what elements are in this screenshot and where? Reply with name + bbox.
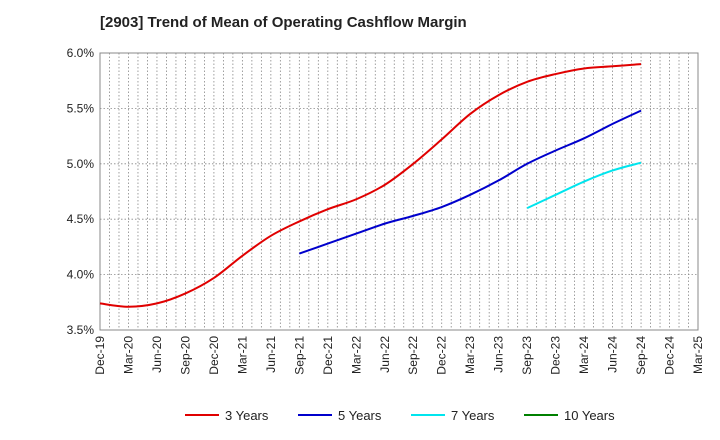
plot-border xyxy=(99,52,699,331)
x-tick-label: Dec-22 xyxy=(435,336,449,375)
x-tick-label: Mar-25 xyxy=(691,336,705,374)
grid xyxy=(99,52,699,331)
x-tick-label: Sep-22 xyxy=(406,336,420,375)
series-line-3-years xyxy=(99,63,642,308)
x-tick-label: Mar-23 xyxy=(463,336,477,374)
legend-label-7-years: 7 Years xyxy=(451,408,495,423)
x-tick-label: Dec-20 xyxy=(207,336,221,375)
x-tick-label: Dec-19 xyxy=(93,336,107,375)
x-tick-label: Jun-20 xyxy=(150,336,164,373)
legend: 3 Years 5 Years 7 Years 10 Years xyxy=(185,408,615,423)
y-tick-label: 6.0% xyxy=(67,46,95,60)
legend-label-5-years: 5 Years xyxy=(338,408,382,423)
legend-label-10-years: 10 Years xyxy=(564,408,615,423)
legend-label-3-years: 3 Years xyxy=(225,408,269,423)
chart-title: [2903] Trend of Mean of Operating Cashfl… xyxy=(100,14,467,31)
x-tick-label: Mar-20 xyxy=(121,336,135,374)
x-tick-label: Sep-24 xyxy=(634,336,648,375)
x-tick-label: Sep-21 xyxy=(292,336,306,375)
x-tick-label: Mar-21 xyxy=(235,336,249,374)
x-tick-label: Jun-21 xyxy=(264,336,278,373)
plot-frame xyxy=(99,52,699,331)
x-tick-label: Mar-22 xyxy=(349,336,363,374)
y-tick-label: 4.5% xyxy=(67,212,95,226)
series-layer xyxy=(99,63,642,308)
x-tick-label: Dec-21 xyxy=(321,336,335,375)
x-tick-label: Sep-20 xyxy=(178,336,192,375)
x-tick-label: Mar-24 xyxy=(577,336,591,374)
x-axis: Dec-19 Mar-20 Jun-20 Sep-20 Dec-20 Mar-21 Jun-… xyxy=(93,336,705,375)
x-tick-label: Jun-23 xyxy=(492,336,506,373)
y-tick-label: 5.5% xyxy=(67,101,95,115)
x-tick-label: Dec-23 xyxy=(549,336,563,375)
y-axis: 6.0% 5.5% 5.0% 4.5% 4.0% 3.5% xyxy=(67,46,95,337)
series-line-5-years xyxy=(299,109,642,255)
y-tick-label: 3.5% xyxy=(67,323,95,337)
series-line-7-years xyxy=(526,161,642,210)
y-tick-label: 5.0% xyxy=(67,157,95,171)
x-tick-label: Sep-23 xyxy=(520,336,534,375)
x-tick-label: Jun-24 xyxy=(606,336,620,373)
x-tick-label: Dec-24 xyxy=(663,336,677,375)
y-tick-label: 4.0% xyxy=(67,268,95,282)
x-tick-label: Jun-22 xyxy=(378,336,392,373)
